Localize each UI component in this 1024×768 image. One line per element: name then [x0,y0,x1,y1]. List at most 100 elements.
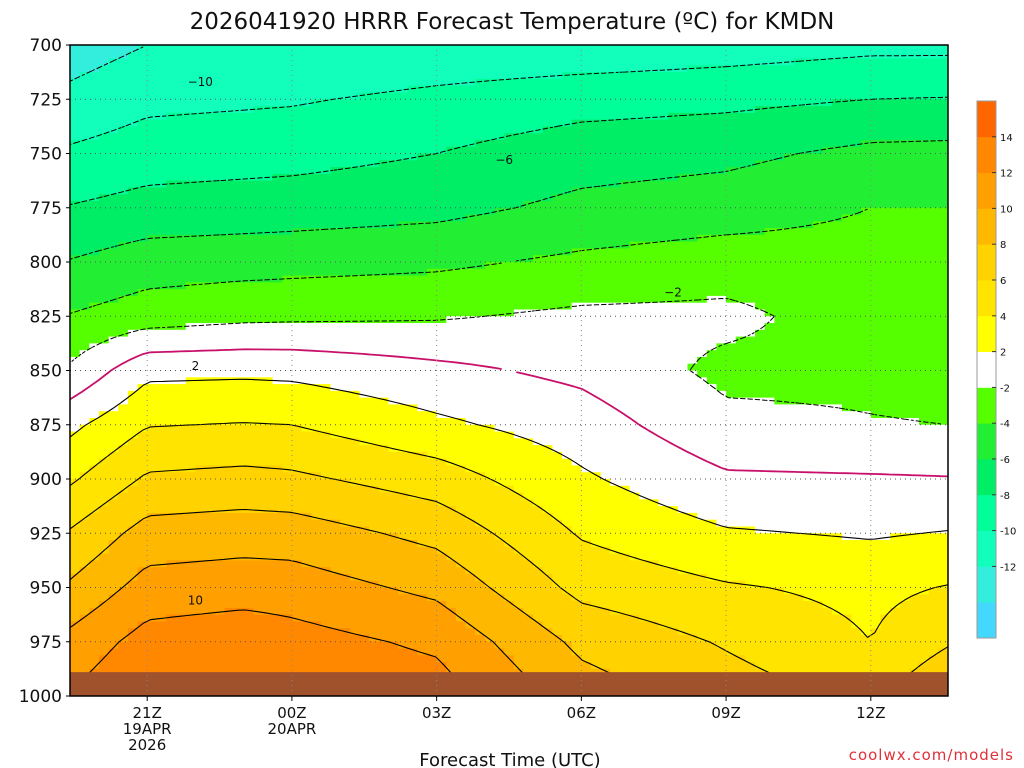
temperature-cell [417,404,843,412]
contour-line-negative [70,46,144,82]
temperature-cell [803,594,911,602]
temperature-cell [127,397,389,406]
temperature-cell [70,255,534,263]
temperature-cell [89,607,225,616]
temperature-cell [70,92,361,100]
contour-line-negative [70,298,941,425]
temperature-cell [562,587,785,595]
temperature-cell [755,526,948,534]
temperature-cell [446,146,824,155]
y-tick-label: 975 [30,633,62,653]
credit-text[interactable]: coolwx.com/models [849,746,1014,764]
temperature-cell [552,194,948,202]
temperature-cell [137,479,351,487]
temperature-cell [127,438,361,446]
temperature-cell [455,607,525,616]
temperature-cell [812,221,948,229]
temperature-cell [89,465,197,473]
temperature-cell [716,384,948,392]
temperature-cell [70,139,476,148]
temperature-cell [127,390,361,399]
temperature-cell [349,628,476,636]
temperature-cell [455,614,534,623]
temperature-cell [533,255,948,263]
temperature-cell [70,173,274,182]
ground-surface [70,672,948,696]
temperature-cell [70,526,129,534]
temperature-cell [70,404,119,412]
temperature-cell [523,200,948,209]
temperature-cell [677,173,948,182]
temperature-cell [870,411,948,419]
temperature-cell [70,316,447,324]
temperature-cell [359,390,727,399]
colorbar-tick-label: 10 [1000,204,1013,215]
temperature-cell [185,282,948,290]
temperature-cell [455,560,534,568]
temperature-cell [533,438,948,446]
temperature-cell [70,370,698,378]
temperature-cell [581,533,843,541]
temperature-cell [70,99,312,107]
temperature-cell [108,546,438,555]
contour-line-negative [70,96,948,206]
temperature-cell [880,614,948,623]
temperature-cell [398,221,814,229]
contour-label-background [182,358,209,373]
temperature-cell [668,112,948,121]
temperature-cell [359,438,534,446]
temperature-cell [552,445,948,453]
temperature-cell [79,567,139,575]
temperature-cell [137,519,341,528]
temperature-cell [70,438,129,446]
contour-line-positive [70,378,948,540]
temperature-cell [70,512,90,521]
temperature-cell [591,662,756,670]
y-tick-label: 725 [30,90,62,110]
temperature-cell [446,553,525,561]
temperature-cell [504,648,573,656]
temperature-cell [70,540,110,548]
temperature-cell [137,431,332,439]
temperature-cell [494,479,611,487]
temperature-cell [610,607,833,616]
temperature-cell [533,560,660,568]
temperature-cell [398,533,496,541]
temperature-cell [127,634,370,643]
temperature-cell [70,546,110,555]
temperature-cell [764,323,948,331]
temperature-cell [70,655,100,663]
temperature-cell [504,594,573,602]
colorbar-segment [977,244,996,281]
x-tick-label: 20APR [267,720,316,738]
temperature-cell [127,580,380,589]
temperature-cell [832,607,891,616]
temperature-cell [98,411,438,419]
x-tick-label: 06Z [567,704,596,722]
temperature-cell [822,146,948,155]
temperature-cell [137,384,332,392]
colorbar-segment [977,566,996,603]
temperature-cell [70,295,119,304]
colorbar-segment [977,315,996,352]
temperature-cell [378,485,515,494]
temperature-cell [629,485,948,494]
temperature-cell [70,106,254,114]
temperature-cell [494,424,948,433]
temperature-cell [70,133,100,141]
temperature-cell [70,553,100,561]
temperature-cell [523,492,640,500]
temperature-cell [841,533,891,541]
temperature-cell [70,85,409,94]
temperature-cell [426,451,563,460]
temperature-cell [70,648,110,656]
x-tick-label: 00Z [277,704,306,722]
temperature-cell [70,323,187,331]
temperature-cell [147,512,312,521]
temperature-cell [513,485,631,494]
temperature-cell [484,634,563,643]
temperature-cell [475,78,948,87]
temperature-cell [89,417,467,426]
temperature-cell [504,133,948,141]
temperature-cell [70,119,139,127]
